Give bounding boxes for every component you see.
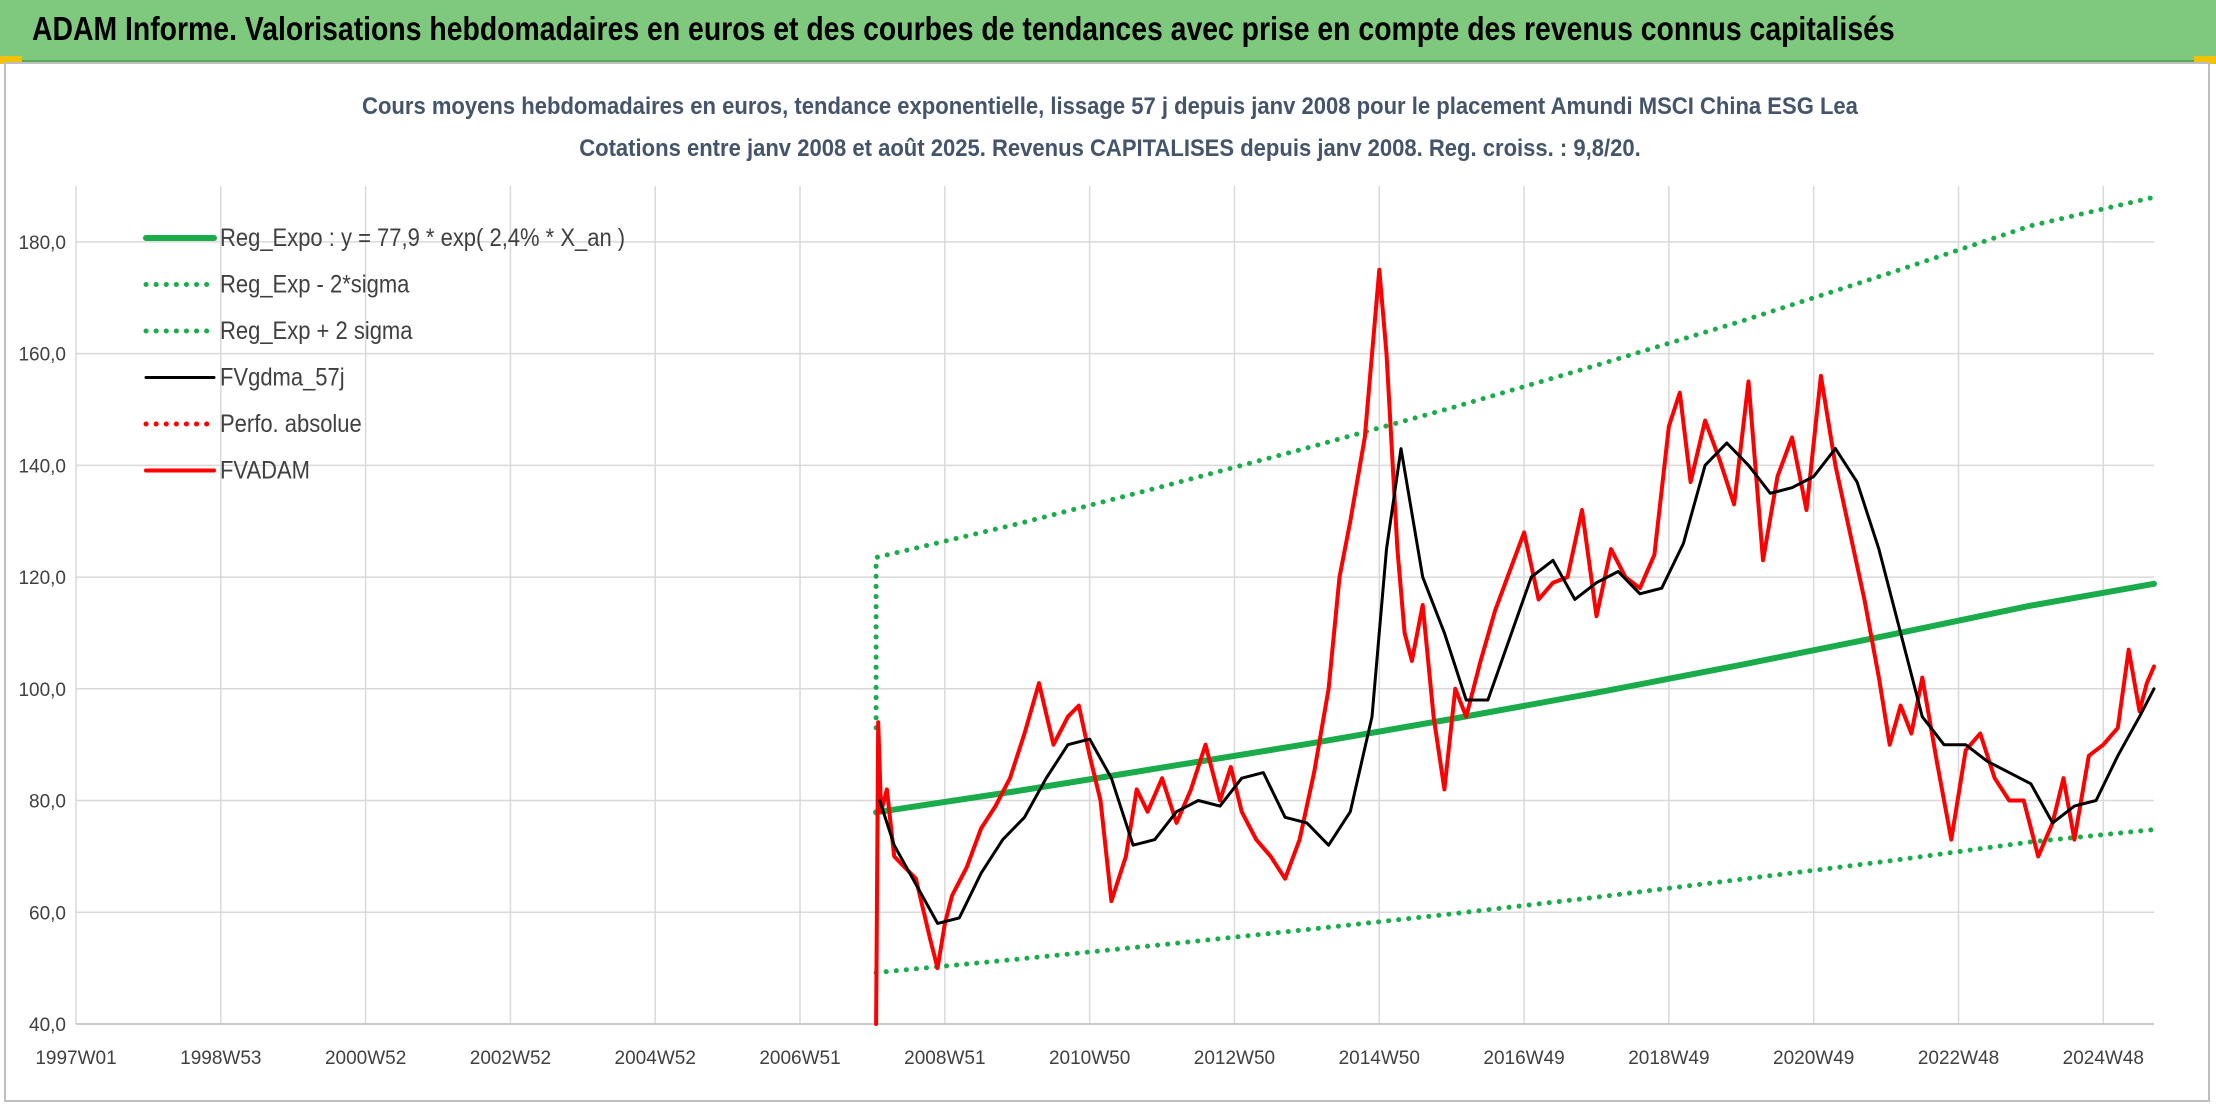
x-tick-label: 2004W52 (615, 1048, 696, 1069)
legend-label: Reg_Exp - 2*sigma (220, 270, 410, 298)
legend: Reg_Expo : y = 77,9 * exp( 2,4% * X_an )… (143, 224, 625, 484)
series-line-6 (874, 267, 2156, 1026)
series-layer (873, 194, 2157, 1026)
x-tick-label: 2006W51 (759, 1048, 840, 1069)
x-tick-label: 2018W49 (1628, 1048, 1709, 1069)
report-title: ADAM Informe. Valorisations hebdomadaire… (32, 10, 1895, 47)
legend-label: FVADAM (220, 456, 310, 484)
x-tick-label: 2000W52 (325, 1048, 406, 1069)
y-tick-label: 40,0 (29, 1015, 66, 1036)
y-tick-label: 180,0 (18, 233, 66, 254)
x-tick-label: 2020W49 (1773, 1048, 1854, 1069)
x-tick-label: 2014W50 (1339, 1048, 1420, 1069)
corner-marker-right (2194, 56, 2216, 64)
grid-layer (75, 186, 2154, 1025)
x-tick-label: 2002W52 (470, 1048, 551, 1069)
y-tick-label: 160,0 (18, 345, 66, 366)
chart-subtitle: Cotations entre janv 2008 et août 2025. … (579, 134, 1641, 161)
x-tick-label: 2016W49 (1483, 1048, 1564, 1069)
x-tick-label: 2012W50 (1194, 1048, 1275, 1069)
x-tick-label: 2010W50 (1049, 1048, 1130, 1069)
x-tick-label: 1998W53 (180, 1048, 261, 1069)
y-tick-label: 120,0 (18, 568, 66, 589)
series-line-2 (873, 827, 2157, 976)
series-line-3 (873, 194, 2157, 731)
report-banner: ADAM Informe. Valorisations hebdomadaire… (0, 0, 2216, 62)
y-tick-label: 60,0 (29, 903, 66, 924)
x-tick-label: 2008W51 (904, 1048, 985, 1069)
x-tick-label: 2024W48 (2063, 1048, 2144, 1069)
y-tick-label: 80,0 (29, 792, 66, 813)
x-tick-label: 1997W01 (35, 1048, 116, 1069)
axis-layer: 40,0 60,0 80,0 100,0 120,0 140,0 160,0 180,0 199… (18, 233, 2154, 1069)
series-line-1 (873, 580, 2157, 816)
x-tick-label: 2022W48 (1918, 1048, 1999, 1069)
chart-area: Cours moyens hebdomadaires en euros, ten… (18, 92, 2157, 1069)
legend-label: FVgdma_57j (220, 363, 345, 391)
legend-label: Perfo. absolue (220, 410, 362, 438)
y-tick-label: 100,0 (18, 680, 66, 701)
y-tick-label: 140,0 (18, 456, 66, 477)
chart-frame: Cours moyens hebdomadaires en euros, ten… (4, 62, 2210, 1102)
series-line-4 (878, 441, 2156, 925)
corner-marker-left (0, 56, 22, 64)
chart-title: Cours moyens hebdomadaires en euros, ten… (362, 92, 1859, 119)
legend-label: Reg_Exp + 2 sigma (220, 317, 413, 345)
legend-label: Reg_Expo : y = 77,9 * exp( 2,4% * X_an ) (220, 224, 625, 252)
